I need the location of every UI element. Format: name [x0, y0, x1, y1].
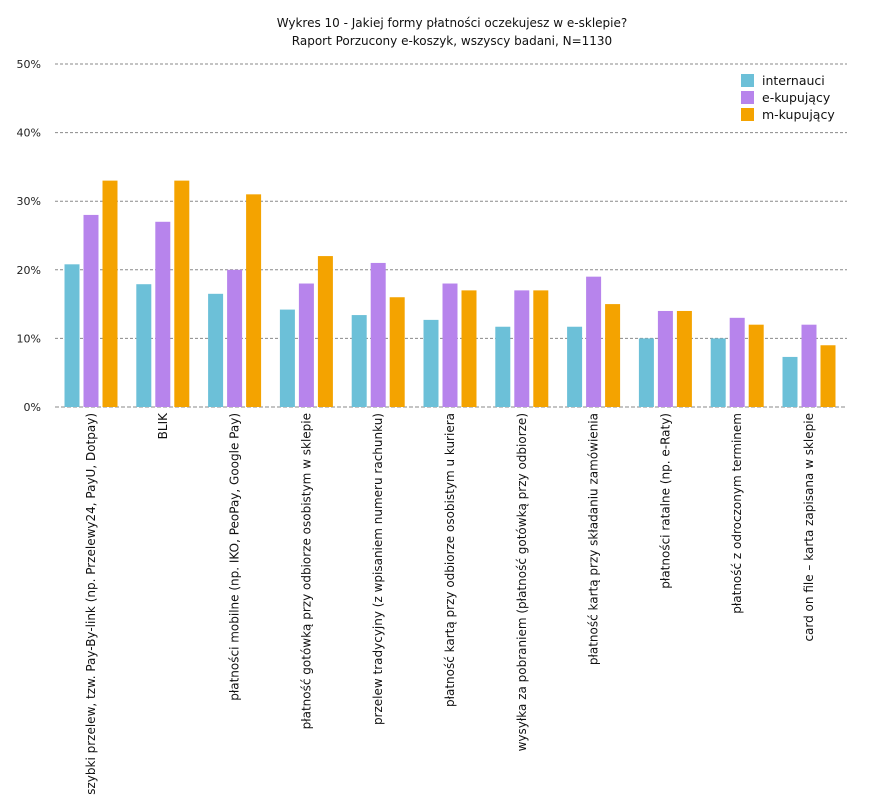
bar-e-kupuj-cy: [586, 276, 602, 407]
bar-e-kupuj-cy: [155, 221, 171, 407]
bar-internauci: [495, 326, 511, 407]
bar-e-kupuj-cy: [514, 290, 530, 407]
y-tick-label: 10%: [17, 332, 41, 345]
legend-swatch: [741, 91, 754, 104]
bar-internauci: [64, 264, 80, 407]
bar-e-kupuj-cy: [801, 324, 817, 407]
category-label: płatności ratalne (np. e-Raty): [658, 413, 672, 589]
legend-swatch: [741, 108, 754, 121]
bar-internauci: [208, 293, 224, 407]
category-label: płatność kartą przy odbiorze osobistym u…: [443, 413, 457, 707]
bar-m-kupuj-cy: [748, 324, 764, 407]
bar-m-kupuj-cy: [676, 310, 692, 407]
bar-internauci: [782, 356, 798, 407]
bar-m-kupuj-cy: [461, 290, 477, 407]
category-label: BLIK: [156, 412, 170, 439]
bar-m-kupuj-cy: [389, 297, 405, 407]
category-label: płatności mobilne (np. IKO, PeoPay, Goog…: [228, 413, 242, 701]
bar-e-kupuj-cy: [657, 310, 673, 407]
bar-e-kupuj-cy: [83, 214, 99, 407]
bar-e-kupuj-cy: [370, 262, 386, 407]
bar-internauci: [567, 326, 583, 407]
bar-internauci: [279, 309, 295, 407]
bar-internauci: [638, 338, 654, 407]
bar-internauci: [710, 338, 726, 407]
y-tick-label: 50%: [17, 58, 41, 71]
category-label: płatność gotówką przy odbiorze osobistym…: [299, 413, 313, 729]
bar-internauci: [423, 319, 439, 407]
y-tick-label: 40%: [17, 127, 41, 140]
bar-e-kupuj-cy: [442, 283, 458, 407]
bar-m-kupuj-cy: [246, 194, 262, 407]
bar-m-kupuj-cy: [102, 180, 118, 407]
bar-e-kupuj-cy: [227, 269, 243, 407]
category-label: szybki przelew, tzw. Pay-By-link (np. Pr…: [84, 413, 98, 795]
legend-label: internauci: [762, 73, 825, 88]
bar-m-kupuj-cy: [820, 345, 836, 407]
bar-m-kupuj-cy: [317, 256, 333, 407]
bar-internauci: [136, 284, 152, 407]
bar-m-kupuj-cy: [533, 290, 549, 407]
bar-m-kupuj-cy: [605, 304, 621, 407]
chart-title: Wykres 10 - Jakiej formy płatności oczek…: [277, 16, 628, 30]
y-tick-label: 30%: [17, 195, 41, 208]
chart-subtitle: Raport Porzucony e-koszyk, wszyscy badan…: [292, 34, 612, 48]
category-label: płatność z odroczonym terminem: [730, 413, 744, 614]
category-label: płatność kartą przy składaniu zamówienia: [587, 413, 601, 665]
legend-swatch: [741, 74, 754, 87]
y-tick-label: 20%: [17, 264, 41, 277]
legend-label: m-kupujący: [762, 107, 835, 122]
bar-m-kupuj-cy: [174, 180, 190, 407]
bar-internauci: [351, 315, 367, 407]
y-tick-label: 0%: [24, 401, 41, 414]
legend-label: e-kupujący: [762, 90, 831, 105]
category-label: card on file – karta zapisana w sklepie: [802, 413, 816, 642]
bar-e-kupuj-cy: [729, 317, 745, 407]
bar-e-kupuj-cy: [298, 283, 314, 407]
category-label: wysyłka za pobraniem (płatność gotówką p…: [515, 413, 529, 751]
category-label: przelew tradycyjny (z wpisaniem numeru r…: [371, 413, 385, 725]
